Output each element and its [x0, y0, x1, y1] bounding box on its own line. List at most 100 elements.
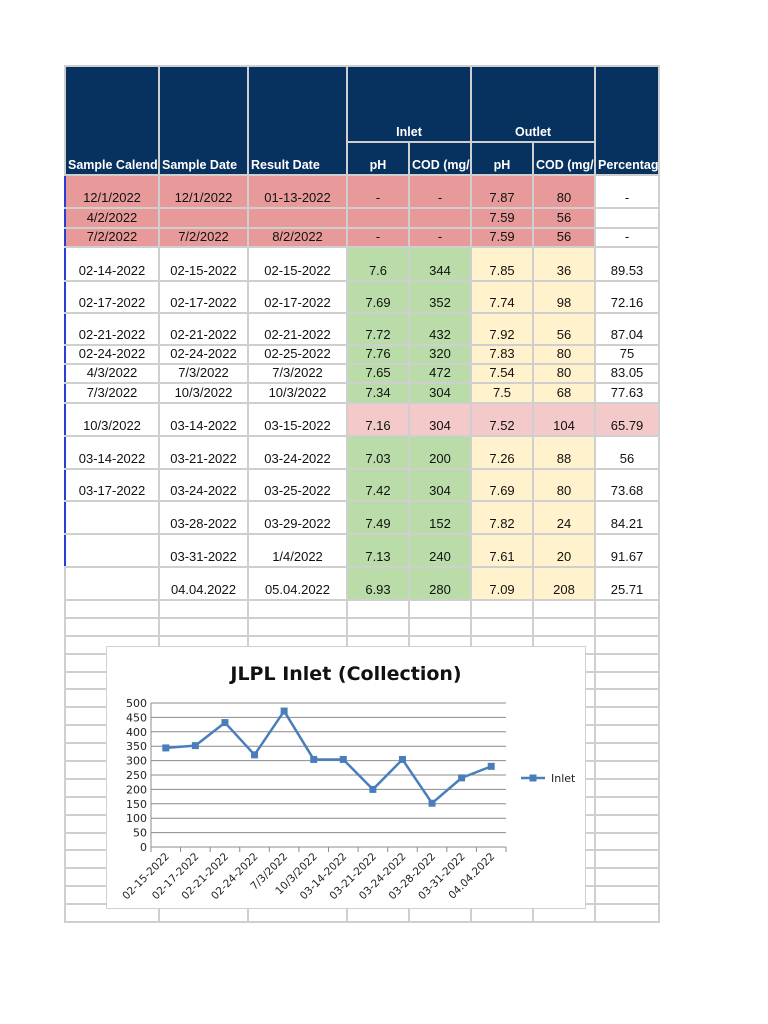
percentage-cell[interactable]: -: [594, 174, 661, 209]
sample-date-cell[interactable]: 03-21-2022: [158, 435, 249, 470]
empty-cell[interactable]: [64, 599, 160, 619]
sample-calender-cell[interactable]: 02-14-2022: [64, 246, 160, 282]
result-date-cell[interactable]: 7/3/2022: [247, 363, 348, 384]
percentage-cell[interactable]: 72.16: [594, 280, 661, 314]
inlet-cod-cell[interactable]: 320: [407, 344, 473, 365]
empty-cell[interactable]: [594, 634, 661, 655]
sample-calender-cell[interactable]: [64, 500, 160, 535]
outlet-ph-cell[interactable]: 7.54: [470, 363, 535, 384]
empty-cell[interactable]: [532, 616, 597, 637]
empty-cell[interactable]: [594, 706, 661, 727]
percentage-cell[interactable]: 75: [594, 344, 661, 365]
outlet-cod-cell[interactable]: 80: [532, 363, 597, 384]
empty-cell[interactable]: [594, 831, 661, 852]
outlet-cod-cell[interactable]: 88: [532, 435, 597, 470]
sample-calender-cell[interactable]: 03-14-2022: [64, 435, 160, 470]
outlet-cod-cell[interactable]: 80: [532, 344, 597, 365]
outlet-cod-cell[interactable]: 80: [532, 468, 597, 502]
sample-date-cell[interactable]: 04.04.2022: [158, 566, 249, 601]
inlet-cod-cell[interactable]: 280: [407, 566, 473, 601]
inlet-cod-cell[interactable]: [407, 207, 473, 229]
percentage-cell[interactable]: 89.53: [594, 246, 661, 282]
inlet-ph-cell[interactable]: 7.13: [346, 533, 410, 568]
outlet-cod-cell[interactable]: 208: [532, 566, 597, 601]
outlet-ph-cell[interactable]: 7.09: [470, 566, 535, 601]
outlet-ph-cell[interactable]: 7.82: [470, 500, 535, 535]
sample-date-cell[interactable]: 03-24-2022: [158, 468, 249, 502]
percentage-cell[interactable]: 91.67: [594, 533, 661, 568]
inlet-ph-cell[interactable]: 7.72: [346, 312, 410, 346]
result-date-cell[interactable]: 10/3/2022: [247, 382, 348, 404]
result-date-cell[interactable]: 01-13-2022: [247, 174, 348, 209]
outlet-cod-cell[interactable]: 20: [532, 533, 597, 568]
sample-date-cell[interactable]: [158, 207, 249, 229]
empty-cell[interactable]: [594, 795, 661, 816]
outlet-cod-cell[interactable]: 56: [532, 227, 597, 248]
inlet-cod-cell[interactable]: 304: [407, 402, 473, 437]
outlet-cod-cell[interactable]: 56: [532, 207, 597, 229]
empty-cell[interactable]: [594, 760, 661, 780]
inlet-cod-cell[interactable]: 200: [407, 435, 473, 470]
inlet-ph-cell[interactable]: [346, 207, 410, 229]
inlet-cod-cell[interactable]: 304: [407, 468, 473, 502]
result-date-cell[interactable]: 02-17-2022: [247, 280, 348, 314]
outlet-ph-cell[interactable]: 7.5: [470, 382, 535, 404]
percentage-cell[interactable]: [594, 207, 661, 229]
result-date-cell[interactable]: 1/4/2022: [247, 533, 348, 568]
sample-calender-cell[interactable]: 4/3/2022: [64, 363, 160, 384]
result-date-cell[interactable]: 8/2/2022: [247, 227, 348, 248]
sample-date-cell[interactable]: 7/3/2022: [158, 363, 249, 384]
empty-cell[interactable]: [470, 616, 535, 637]
outlet-ph-cell[interactable]: 7.92: [470, 312, 535, 346]
inlet-ph-cell[interactable]: 7.65: [346, 363, 410, 384]
outlet-ph-cell[interactable]: 7.87: [470, 174, 535, 209]
sample-date-cell[interactable]: 02-21-2022: [158, 312, 249, 346]
sample-date-cell[interactable]: 03-31-2022: [158, 533, 249, 568]
empty-cell[interactable]: [594, 670, 661, 691]
empty-cell[interactable]: [407, 616, 473, 637]
result-date-cell[interactable]: 03-25-2022: [247, 468, 348, 502]
empty-cell[interactable]: [247, 599, 348, 619]
inlet-cod-cell[interactable]: -: [407, 174, 473, 209]
empty-cell[interactable]: [594, 742, 661, 763]
empty-cell[interactable]: [594, 849, 661, 870]
sample-calender-cell[interactable]: [64, 533, 160, 568]
sample-calender-cell[interactable]: 10/3/2022: [64, 402, 160, 437]
inlet-ph-cell[interactable]: 7.69: [346, 280, 410, 314]
result-date-cell[interactable]: 03-15-2022: [247, 402, 348, 437]
inlet-cod-cell[interactable]: -: [407, 227, 473, 248]
outlet-cod-cell[interactable]: 80: [532, 174, 597, 209]
result-date-cell[interactable]: 02-15-2022: [247, 246, 348, 282]
result-date-cell[interactable]: 03-24-2022: [247, 435, 348, 470]
empty-cell[interactable]: [247, 616, 348, 637]
empty-cell[interactable]: [594, 599, 661, 619]
percentage-cell[interactable]: 83.05: [594, 363, 661, 384]
percentage-cell[interactable]: 25.71: [594, 566, 661, 601]
inlet-ph-cell[interactable]: -: [346, 174, 410, 209]
inlet-ph-cell[interactable]: -: [346, 227, 410, 248]
empty-cell[interactable]: [594, 885, 661, 906]
sample-date-cell[interactable]: 10/3/2022: [158, 382, 249, 404]
outlet-cod-cell[interactable]: 24: [532, 500, 597, 535]
sample-date-cell[interactable]: 02-15-2022: [158, 246, 249, 282]
inlet-ph-cell[interactable]: 7.42: [346, 468, 410, 502]
percentage-cell[interactable]: 56: [594, 435, 661, 470]
inlet-cod-cell[interactable]: 352: [407, 280, 473, 314]
empty-cell[interactable]: [594, 813, 661, 834]
sample-date-cell[interactable]: 02-24-2022: [158, 344, 249, 365]
sample-date-cell[interactable]: 02-17-2022: [158, 280, 249, 314]
empty-cell[interactable]: [594, 867, 661, 888]
sample-date-cell[interactable]: 7/2/2022: [158, 227, 249, 248]
inlet-ph-cell[interactable]: 7.16: [346, 402, 410, 437]
percentage-cell[interactable]: 84.21: [594, 500, 661, 535]
sample-calender-cell[interactable]: 02-17-2022: [64, 280, 160, 314]
outlet-cod-cell[interactable]: 68: [532, 382, 597, 404]
empty-cell[interactable]: [346, 599, 410, 619]
sample-calender-cell[interactable]: 02-24-2022: [64, 344, 160, 365]
outlet-ph-cell[interactable]: 7.52: [470, 402, 535, 437]
sample-calender-cell[interactable]: 03-17-2022: [64, 468, 160, 502]
empty-cell[interactable]: [407, 599, 473, 619]
inlet-ph-cell[interactable]: 7.49: [346, 500, 410, 535]
empty-cell[interactable]: [64, 616, 160, 637]
inlet-cod-cell[interactable]: 432: [407, 312, 473, 346]
